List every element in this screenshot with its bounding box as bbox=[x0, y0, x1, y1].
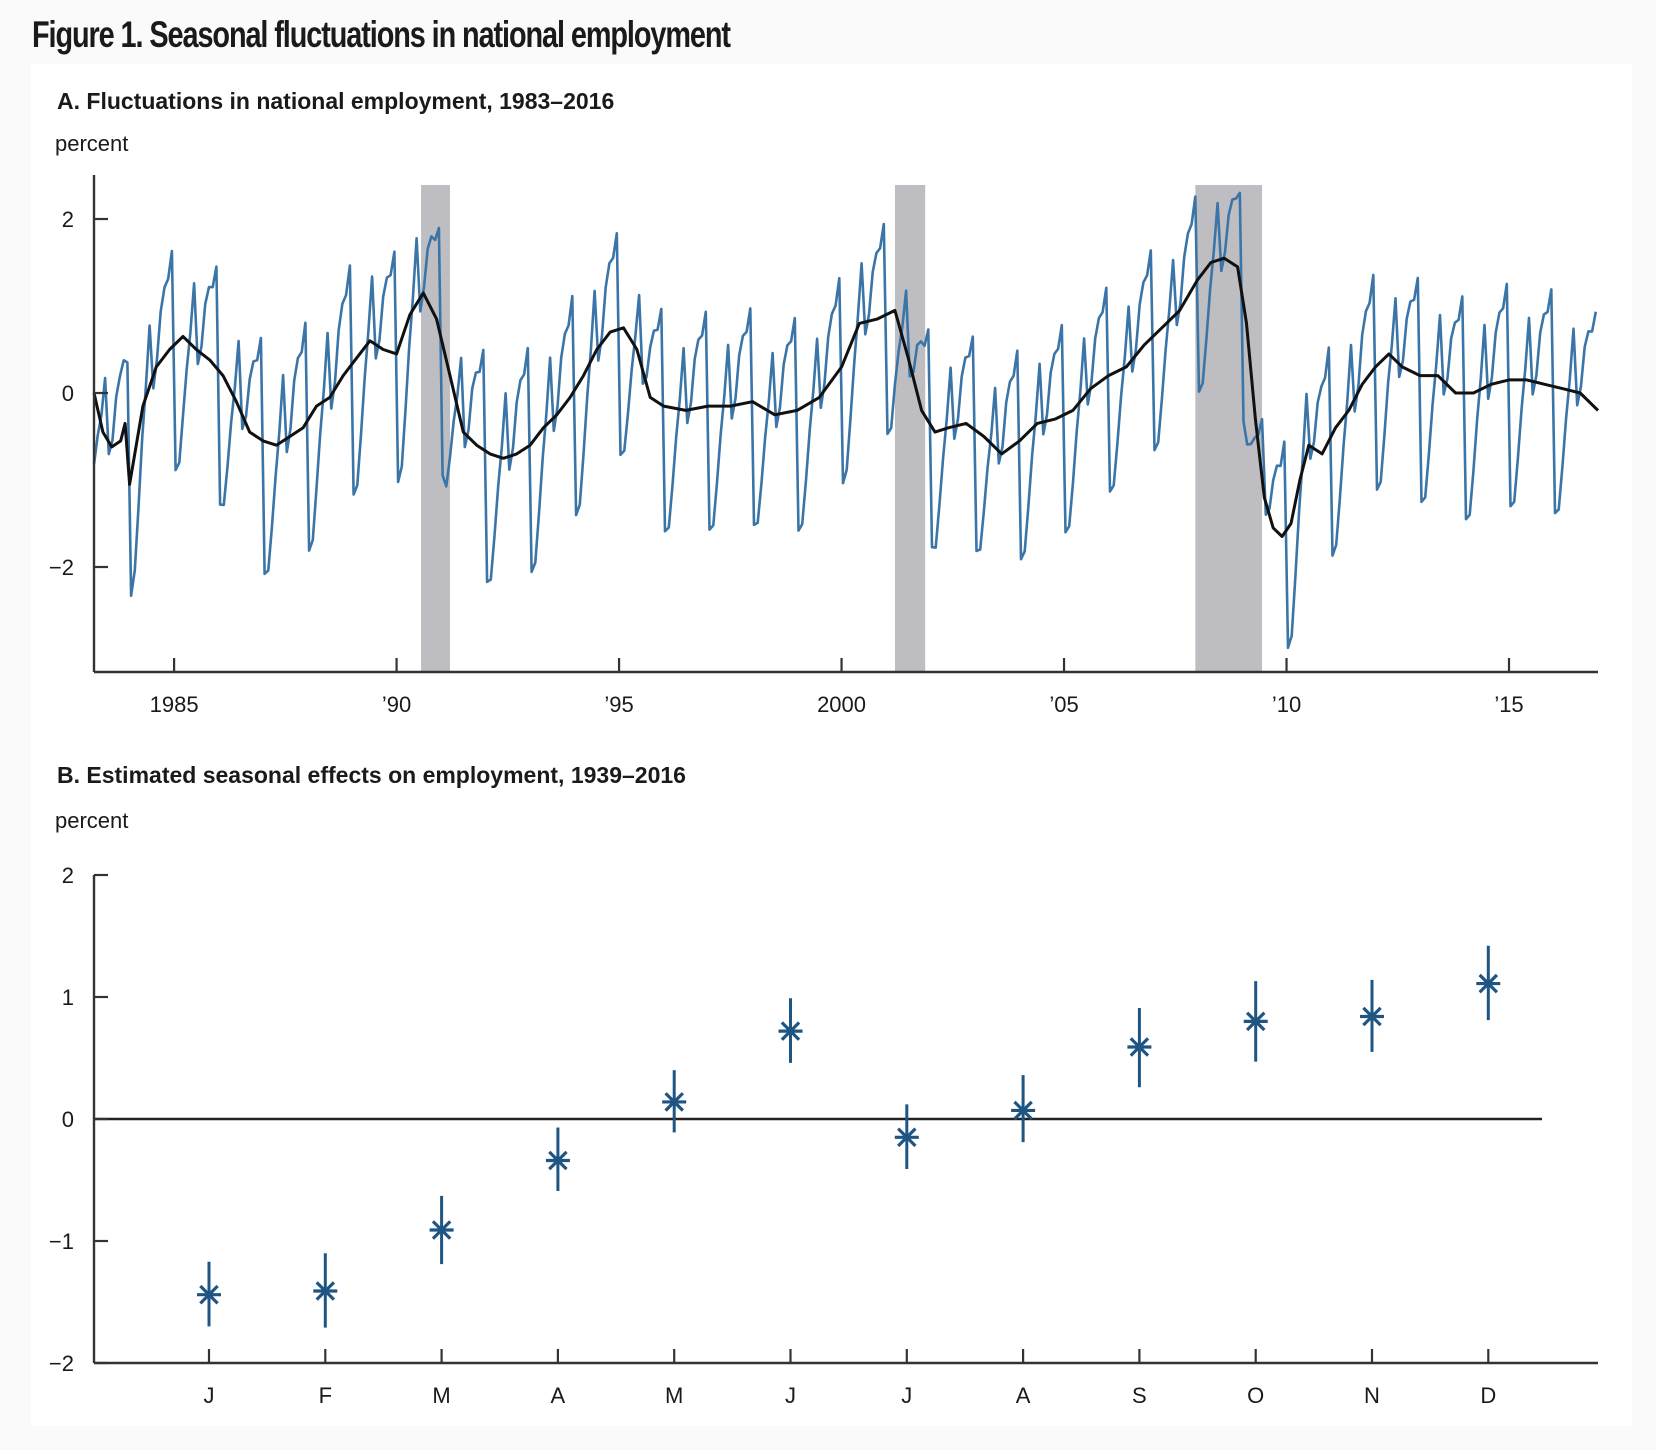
x-tick-label: F bbox=[319, 1383, 332, 1408]
seasonal-effect-point bbox=[894, 1104, 919, 1170]
figure-chart-canvas: A. Fluctuations in national employment, … bbox=[49, 88, 1600, 1408]
panel-b-y-unit-label: percent bbox=[55, 808, 128, 833]
seasonal-effect-point bbox=[1360, 979, 1384, 1052]
panel-a-axes bbox=[92, 175, 1598, 674]
panel-b-y-ticks: 2 1 0 −1 −2 bbox=[49, 863, 108, 1376]
x-tick-label: J bbox=[901, 1383, 912, 1408]
x-tick-label: N bbox=[1364, 1383, 1380, 1408]
panel-a-title: A. Fluctuations in national employment, … bbox=[57, 88, 614, 114]
asterisk-marker-stroke bbox=[1362, 1006, 1382, 1027]
x-tick-label: M bbox=[665, 1383, 683, 1408]
seasonal-effect-point bbox=[429, 1195, 454, 1265]
panel-a-y-unit-label: percent bbox=[55, 131, 128, 156]
x-tick-label: M bbox=[432, 1383, 450, 1408]
x-tick-label: D bbox=[1480, 1383, 1496, 1408]
y-tick-label: 2 bbox=[62, 863, 74, 888]
recession-band bbox=[1195, 185, 1263, 672]
seasonal-effect-point bbox=[545, 1127, 570, 1191]
panel-a-x-ticks: 1985 ’90 ’95 2000 ’05 ’10 ’15 bbox=[150, 658, 1524, 717]
trend-series-line bbox=[92, 256, 1600, 538]
recession-band bbox=[421, 185, 450, 672]
y-tick-label: −2 bbox=[49, 1351, 74, 1376]
asterisk-marker-stroke bbox=[548, 1150, 568, 1171]
seasonal-effect-point bbox=[313, 1253, 338, 1328]
y-tick-label: 0 bbox=[62, 1107, 74, 1132]
asterisk-marker-stroke bbox=[897, 1127, 917, 1148]
x-tick-label: J bbox=[204, 1383, 215, 1408]
asterisk-marker-stroke bbox=[1478, 973, 1499, 994]
asterisk-marker-stroke bbox=[780, 1021, 801, 1041]
x-tick-label: ’10 bbox=[1272, 692, 1301, 717]
asterisk-marker-stroke bbox=[1013, 1100, 1033, 1121]
asterisk-marker-stroke bbox=[1245, 1011, 1266, 1032]
figure-panel: A. Fluctuations in national employment, … bbox=[31, 64, 1632, 1426]
x-tick-label: A bbox=[551, 1383, 566, 1408]
seasonal-effect-point bbox=[197, 1261, 221, 1327]
panel-a-chart: A. Fluctuations in national employment, … bbox=[49, 88, 1600, 717]
x-tick-label: O bbox=[1247, 1383, 1264, 1408]
panel-a-y-ticks: 2 0 −2 bbox=[49, 207, 108, 580]
recession-band bbox=[894, 185, 926, 672]
x-tick-label: J bbox=[785, 1383, 796, 1408]
x-tick-label: ’15 bbox=[1494, 692, 1523, 717]
asterisk-marker-stroke bbox=[199, 1284, 219, 1305]
x-tick-label: ’05 bbox=[1049, 692, 1078, 717]
y-tick-label: −2 bbox=[49, 555, 74, 580]
asterisk-marker-stroke bbox=[315, 1281, 336, 1301]
y-tick-label: −1 bbox=[49, 1229, 74, 1254]
panel-b-points bbox=[197, 945, 1501, 1328]
y-tick-label: 2 bbox=[62, 207, 74, 232]
asterisk-marker-stroke bbox=[1129, 1037, 1150, 1057]
panel-a-lines bbox=[92, 191, 1600, 650]
seasonal-series-line bbox=[92, 191, 1598, 650]
seasonal-effect-point bbox=[778, 998, 803, 1063]
asterisk-marker-stroke bbox=[664, 1092, 684, 1112]
seasonal-effect-point bbox=[662, 1070, 687, 1133]
y-tick-label: 1 bbox=[62, 985, 74, 1010]
seasonal-effect-point bbox=[1476, 945, 1501, 1021]
x-tick-label: 2000 bbox=[817, 692, 866, 717]
x-tick-label: ’90 bbox=[382, 692, 411, 717]
figure-title: Figure 1. Seasonal fluctuations in natio… bbox=[32, 14, 731, 55]
panel-b-chart: B. Estimated seasonal effects on employm… bbox=[49, 762, 1598, 1408]
seasonal-effect-point bbox=[1011, 1075, 1036, 1143]
x-tick-label: A bbox=[1016, 1383, 1031, 1408]
x-tick-label: ’95 bbox=[604, 692, 633, 717]
x-tick-label: S bbox=[1132, 1383, 1147, 1408]
panel-b-title: B. Estimated seasonal effects on employm… bbox=[57, 762, 686, 788]
asterisk-marker-stroke bbox=[431, 1220, 452, 1240]
y-tick-label: 0 bbox=[62, 381, 74, 406]
seasonal-effect-point bbox=[1127, 1007, 1152, 1088]
x-tick-label: 1985 bbox=[150, 692, 199, 717]
seasonal-effect-point bbox=[1243, 981, 1268, 1062]
